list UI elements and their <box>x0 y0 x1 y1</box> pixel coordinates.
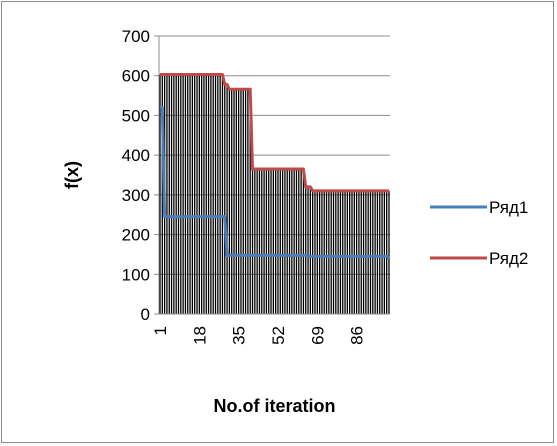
y-tick-labels: 0 100 200 300 400 500 600 700 <box>122 27 150 324</box>
y-tick-label: 400 <box>122 146 150 165</box>
legend-label: Ряд2 <box>489 249 528 268</box>
y-tick-label: 300 <box>122 186 150 205</box>
drop-lines <box>159 74 390 314</box>
series-line-2 <box>160 73 389 193</box>
legend: Ряд1 Ряд2 <box>430 198 528 268</box>
y-tick-label: 700 <box>122 27 150 46</box>
series-line-1 <box>160 105 390 260</box>
x-tick-label: 86 <box>348 326 367 345</box>
x-tick-label: 35 <box>230 326 249 345</box>
gridlines <box>159 35 390 275</box>
series-lines <box>160 73 390 260</box>
x-axis-title: No.of iteration <box>214 396 336 416</box>
legend-item-2: Ряд2 <box>430 249 528 268</box>
x-tick-label: 69 <box>308 326 327 345</box>
x-tick-label: 1 <box>151 326 170 335</box>
x-tick-label: 18 <box>190 326 209 345</box>
y-tick-label: 100 <box>122 265 150 284</box>
x-tick-labels: 1 18 35 52 69 86 <box>151 326 367 345</box>
legend-item-1: Ряд1 <box>430 198 528 217</box>
y-tick-label: 0 <box>141 305 150 324</box>
axes <box>154 35 390 315</box>
x-tick-label: 52 <box>269 326 288 345</box>
legend-label: Ряд1 <box>489 198 528 217</box>
y-tick-label: 500 <box>122 106 150 125</box>
y-tick-label: 200 <box>122 226 150 245</box>
y-tick-label: 600 <box>122 67 150 86</box>
y-axis-title: f(x) <box>62 161 82 189</box>
